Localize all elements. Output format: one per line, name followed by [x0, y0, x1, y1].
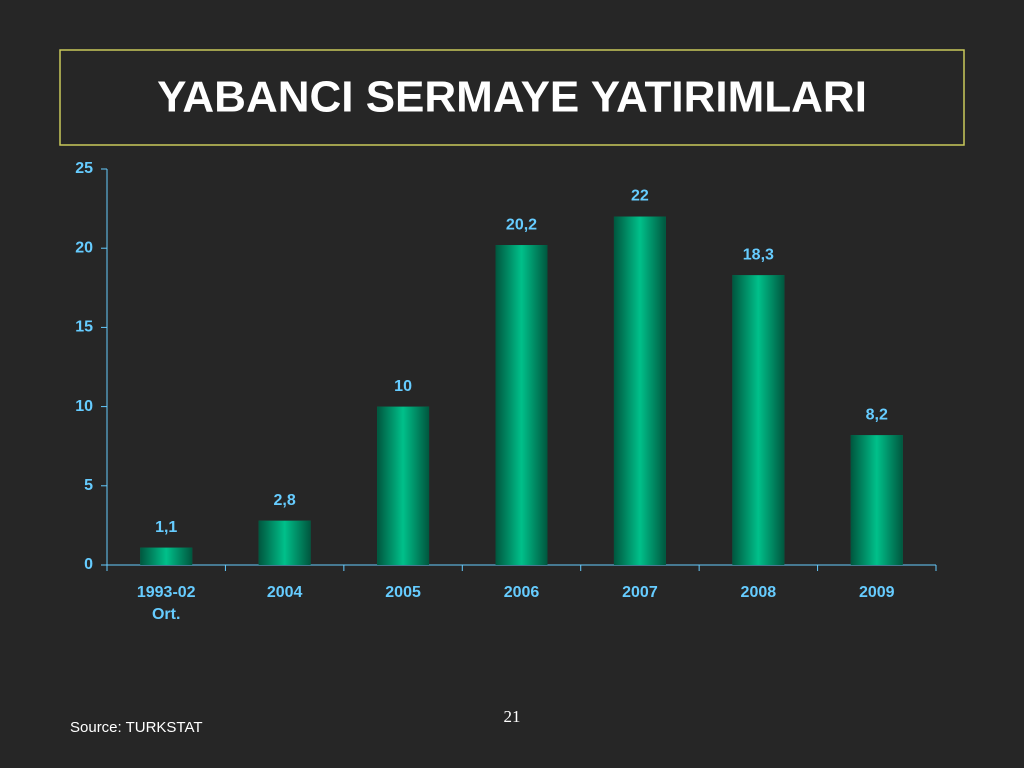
y-tick-label: 5 [84, 477, 93, 494]
bar-shade [377, 406, 430, 565]
x-tick-label: 2009 [858, 584, 895, 601]
bar-shade [850, 435, 903, 565]
data-label: 2,8 [274, 492, 296, 509]
page-number: 21 [504, 707, 521, 726]
data-label: 20,2 [506, 216, 537, 233]
bar-shade [613, 216, 666, 565]
data-label: 1,1 [155, 519, 177, 536]
y-tick-label: 10 [75, 398, 93, 415]
x-tick-label: 1993-02 Ort. [136, 584, 196, 623]
y-tick-label: 15 [75, 319, 93, 336]
source-note: Source: TURKSTAT [70, 719, 203, 736]
y-tick-label: 20 [75, 239, 93, 256]
y-tick-label: 25 [75, 160, 93, 177]
y-tick-label: 0 [84, 556, 93, 573]
bar-shade [495, 245, 548, 566]
title-box [59, 49, 965, 146]
bar-shade [732, 275, 785, 565]
data-label: 18,3 [743, 246, 774, 263]
data-label: 8,2 [866, 406, 888, 423]
data-label: 10 [394, 378, 412, 395]
x-tick-label: 2004 [266, 584, 303, 601]
bar-shade [140, 547, 193, 565]
x-tick-label: 2008 [740, 584, 777, 601]
x-tick-label: 2007 [622, 584, 658, 601]
bar-shade [258, 520, 311, 565]
chart-title: YABANCI SERMAYE YATIRIMLARI [157, 73, 867, 122]
x-tick-label: 2005 [385, 584, 421, 601]
x-tick-label: 2006 [503, 584, 540, 601]
data-label: 22 [631, 188, 649, 205]
